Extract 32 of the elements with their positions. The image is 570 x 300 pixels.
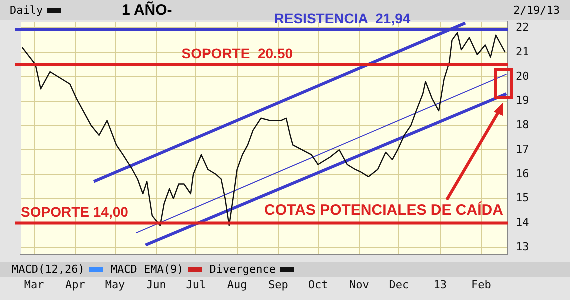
- ref-line-label: SOPORTE 14,00: [21, 204, 129, 220]
- y-tick-label: 16: [516, 167, 530, 180]
- x-tick-label: Sep: [268, 278, 288, 292]
- x-tick-label: Apr: [66, 278, 86, 292]
- ref-line-label: SOPORTE 20.50: [182, 46, 294, 62]
- y-tick-label: 15: [516, 192, 530, 205]
- y-tick-label: 13: [516, 240, 530, 254]
- x-tick-label: Dec: [389, 278, 410, 292]
- y-tick-label: 22: [516, 20, 530, 34]
- chart-title: 1 AÑO-: [121, 1, 174, 20]
- x-tick-label: Mar: [24, 278, 45, 292]
- x-tick-label: Oct: [308, 278, 328, 292]
- y-tick-label: 14: [516, 216, 530, 230]
- y-tick-label: 19: [516, 94, 530, 108]
- x-tick-label: Nov: [349, 278, 370, 292]
- y-tick-label: 21: [516, 45, 530, 58]
- text: MACD(12,26): [12, 263, 85, 276]
- y-tick-label: 20: [516, 70, 530, 83]
- text: 2/19/13: [514, 4, 560, 17]
- x-tick-label: Aug: [227, 278, 248, 292]
- ref-line-label: RESISTENCIA 21,94: [274, 10, 411, 26]
- legend-label: Daily: [10, 4, 44, 17]
- x-tick-label: 13: [434, 278, 447, 292]
- y-tick-label: 17: [516, 142, 530, 156]
- x-tick-label: Jun: [146, 278, 166, 292]
- x-tick-label: May: [105, 278, 126, 292]
- annotation: COTAS POTENCIALES DE CAÍDA: [264, 201, 504, 220]
- y-tick-label: 18: [516, 118, 530, 132]
- text: Divergence: [210, 263, 276, 276]
- text: MACD EMA(9): [110, 263, 184, 276]
- x-tick-label: Jul: [186, 278, 206, 292]
- x-tick-label: Feb: [472, 278, 492, 292]
